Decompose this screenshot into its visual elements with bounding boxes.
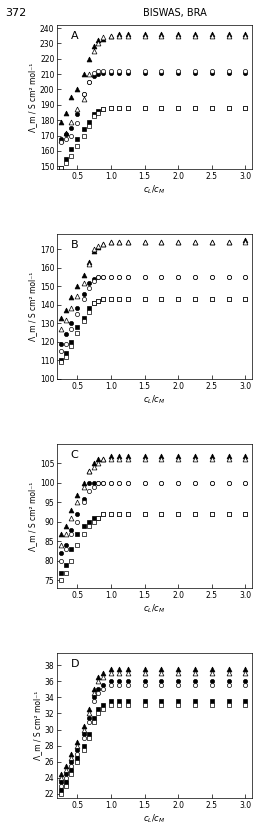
X-axis label: $c_L/c_M$: $c_L/c_M$ bbox=[144, 813, 166, 825]
Text: B: B bbox=[71, 240, 79, 250]
X-axis label: $c_L/c_M$: $c_L/c_M$ bbox=[144, 184, 166, 196]
X-axis label: $c_L/c_M$: $c_L/c_M$ bbox=[144, 393, 166, 406]
Y-axis label: Λ_m / S cm² mol⁻¹: Λ_m / S cm² mol⁻¹ bbox=[28, 62, 37, 132]
Text: BISWAS, BRA: BISWAS, BRA bbox=[143, 8, 207, 18]
Text: C: C bbox=[71, 450, 79, 460]
X-axis label: $c_L/c_M$: $c_L/c_M$ bbox=[144, 602, 166, 616]
Y-axis label: Λ_m / S cm² mol⁻¹: Λ_m / S cm² mol⁻¹ bbox=[28, 481, 37, 551]
Text: 372: 372 bbox=[5, 8, 27, 18]
Text: D: D bbox=[71, 659, 79, 669]
Y-axis label: Λ_m / S cm² mol⁻¹: Λ_m / S cm² mol⁻¹ bbox=[33, 691, 42, 760]
Text: A: A bbox=[71, 31, 79, 41]
Y-axis label: Λ_m / S cm² mol⁻¹: Λ_m / S cm² mol⁻¹ bbox=[28, 272, 37, 342]
